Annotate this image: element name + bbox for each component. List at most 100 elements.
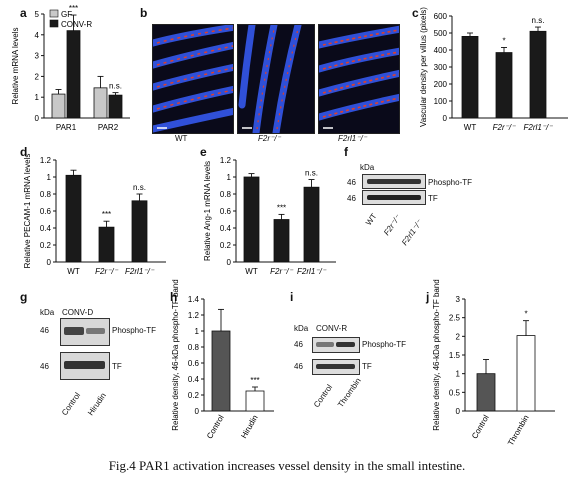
bar-e-1-0 xyxy=(273,219,290,263)
y-tick-label-d-4: 0.8 xyxy=(40,190,52,199)
y-tick-label-j-1: 0.5 xyxy=(449,388,461,397)
bar-c-2-0 xyxy=(529,30,547,119)
panel-letter-j: j xyxy=(426,290,430,304)
blot-g-phospho-band xyxy=(60,318,110,346)
chart-e: 0 0.2 0.4 0.6 0.8 1 1.2 Relative Ang-1 mRNA lev… xyxy=(203,156,336,276)
blot-i-phospho-band xyxy=(312,337,360,353)
x-tick-label-d-2: F2rl1⁻/⁻ xyxy=(125,267,155,276)
blot-f-phospho-band xyxy=(362,174,426,189)
y-tick-label-e-4: 0.8 xyxy=(220,190,232,199)
y-tick-label-h-0: 0 xyxy=(195,407,200,416)
y-tick-label-j-3: 1.5 xyxy=(449,351,461,360)
y-tick-label-c-2: 200 xyxy=(434,80,448,89)
blot-i-header: CONV-R xyxy=(316,324,348,333)
blot-g-lane-hirudin: Hirudin xyxy=(86,391,108,418)
y-tick-label-h-1: 0.2 xyxy=(188,391,200,400)
bar-a-0-0 xyxy=(51,93,66,119)
y-tick-label-d-5: 1 xyxy=(47,173,52,182)
y-tick-label-j-2: 1 xyxy=(456,370,461,379)
x-tick-label-e-1: F2r⁻/⁻ xyxy=(270,267,293,276)
blot-f-lane-f2rl1: F2rl1⁻/⁻ xyxy=(400,218,424,248)
panel-letter-c: c xyxy=(412,6,419,20)
legend-swatch-a-0 xyxy=(49,9,59,18)
x-tick-label-h-1: Hirudin xyxy=(239,414,259,440)
blot-f-label-phospho: Phospho-TF xyxy=(428,178,473,187)
y-tick-label-a-0: 0 xyxy=(35,114,40,123)
y-tick-label-c-5: 500 xyxy=(434,29,448,38)
bar-d-2-0 xyxy=(131,200,148,263)
x-tick-label-c-1: F2r⁻/⁻ xyxy=(493,123,516,132)
chart-h: 0 0.2 0.4 0.6 0.8 1 1.2 1.4 Relative density, 46… xyxy=(171,279,274,440)
micrograph-wt xyxy=(152,24,234,134)
blot-g-header: CONV-D xyxy=(62,308,94,317)
y-axis-label-e: Relative Ang-1 mRNA levels xyxy=(203,161,212,261)
chart-j: 0 0.5 1 1.5 2 2.5 3 Relative density, 46-kDa ph… xyxy=(432,279,555,448)
panel-letter-e: e xyxy=(200,145,207,159)
panel-letter-f: f xyxy=(344,145,348,159)
y-tick-label-j-0: 0 xyxy=(456,407,461,416)
legend-label-a-1: CONV-R xyxy=(61,20,92,29)
y-tick-label-c-0: 0 xyxy=(443,114,448,123)
figure-caption: Fig.4 PAR1 activation increases vessel d… xyxy=(108,458,466,473)
chart-c: 0 100 200 300 400 500 600 Vascular density per … xyxy=(419,7,568,132)
y-tick-label-j-4: 2 xyxy=(456,332,461,341)
panel-letter-d: d xyxy=(20,145,28,159)
y-tick-label-a-5: 5 xyxy=(35,10,40,19)
legend-label-a-0: GF xyxy=(61,10,72,19)
blot-i-label-phospho: Phospho-TF xyxy=(362,340,407,349)
y-tick-label-e-0: 0 xyxy=(227,258,232,267)
y-tick-label-a-4: 4 xyxy=(35,31,40,40)
significance-c-0: * xyxy=(502,36,505,45)
blot-g-mw-tf: 46 xyxy=(40,362,49,371)
y-tick-label-j-6: 3 xyxy=(456,295,461,304)
villi-image-wt xyxy=(153,25,233,133)
y-tick-label-a-3: 3 xyxy=(35,52,40,61)
bar-a-1-0 xyxy=(93,87,108,119)
blot-i-mw-phospho: 46 xyxy=(294,340,303,349)
y-tick-label-d-2: 0.4 xyxy=(40,224,52,233)
x-tick-label-j-1: Thrombin xyxy=(506,414,531,448)
bar-c-1-0 xyxy=(495,52,513,119)
panel-letter-a: a xyxy=(20,6,27,20)
significance-d-1: n.s. xyxy=(133,183,146,192)
blot-f-mw-tf: 46 xyxy=(347,194,356,203)
blot-g-tf-band xyxy=(60,352,110,380)
bar-e-2-0 xyxy=(303,186,320,263)
bar-d-1-0 xyxy=(98,226,115,263)
significance-h-0: *** xyxy=(250,376,259,385)
y-tick-label-d-6: 1.2 xyxy=(40,156,52,165)
y-tick-label-e-5: 1 xyxy=(227,173,232,182)
x-tick-label-e-2: F2rl1⁻/⁻ xyxy=(297,267,327,276)
y-axis-label-a: Relative mRNA levels xyxy=(11,28,20,105)
blot-f-lane-f2r: F2r⁻/⁻ xyxy=(382,213,403,238)
micrograph-f2r xyxy=(237,24,315,134)
panel-letter-h: h xyxy=(170,290,178,304)
y-tick-label-h-7: 1.4 xyxy=(188,295,200,304)
bar-j-1-0 xyxy=(516,335,536,412)
x-tick-label-d-1: F2r⁻/⁻ xyxy=(95,267,118,276)
x-tick-label-c-2: F2rl1⁻/⁻ xyxy=(524,123,554,132)
y-tick-label-e-1: 0.2 xyxy=(220,241,232,250)
y-tick-label-h-6: 1.2 xyxy=(188,311,200,320)
x-tick-label-d-0: WT xyxy=(67,267,80,276)
blot-g-lane-control: Control xyxy=(60,390,83,418)
blot-i-label-tf: TF xyxy=(362,362,372,371)
y-tick-label-h-4: 0.8 xyxy=(188,343,200,352)
bar-h-0-0 xyxy=(211,330,231,412)
blot-f-kda: kDa xyxy=(360,163,375,172)
blot-f-tf-band xyxy=(362,190,426,205)
panel-letter-b: b xyxy=(140,6,148,20)
y-axis-label-c: Vascular density per villus (pixels) xyxy=(419,7,428,127)
y-tick-label-e-3: 0.6 xyxy=(220,207,232,216)
y-tick-label-j-5: 2.5 xyxy=(449,314,461,323)
significance-d-0: *** xyxy=(102,210,111,219)
y-tick-label-h-5: 1 xyxy=(195,327,200,336)
bar-h-1-0 xyxy=(245,390,265,412)
y-tick-label-d-0: 0 xyxy=(47,258,52,267)
blot-i-tf-band xyxy=(312,359,360,375)
y-tick-label-e-2: 0.4 xyxy=(220,224,232,233)
y-axis-label-h: Relative density, 46-kDa phospho-TF band xyxy=(171,279,180,431)
villi-image-f2rl1 xyxy=(319,25,399,129)
y-tick-label-c-1: 100 xyxy=(434,97,448,106)
micrograph-label-wt: WT xyxy=(175,134,188,143)
